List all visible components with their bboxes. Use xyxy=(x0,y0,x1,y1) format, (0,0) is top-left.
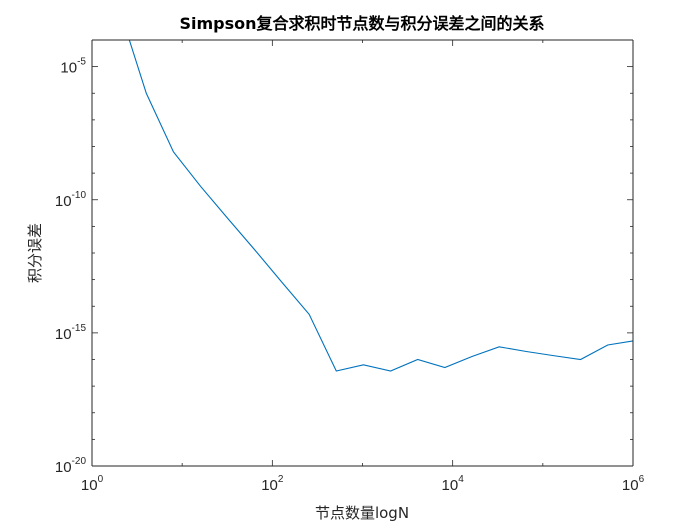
y-axis-title: 积分误差 xyxy=(26,223,44,283)
plot-area xyxy=(92,40,633,466)
series-line-1 xyxy=(128,40,633,372)
x-tick-label: 106 xyxy=(622,474,645,494)
y-tick-label: 10-15 xyxy=(55,323,87,343)
chart-title: Simpson复合求积时节点数与积分误差之间的关系 xyxy=(179,14,544,33)
x-tick-label: 102 xyxy=(261,474,284,494)
y-tick-label: 10-20 xyxy=(55,456,87,476)
ticks: 100 102 104 106 10-5 10-10 10-15 10-20 xyxy=(55,39,645,494)
y-tick-label: 10-10 xyxy=(55,190,87,210)
y-tick-label: 10-5 xyxy=(60,57,86,77)
x-tick-label: 104 xyxy=(442,474,465,494)
x-tick-label: 100 xyxy=(81,474,104,494)
x-axis-title: 节点数量logN xyxy=(315,504,409,522)
data-lines xyxy=(128,40,633,372)
